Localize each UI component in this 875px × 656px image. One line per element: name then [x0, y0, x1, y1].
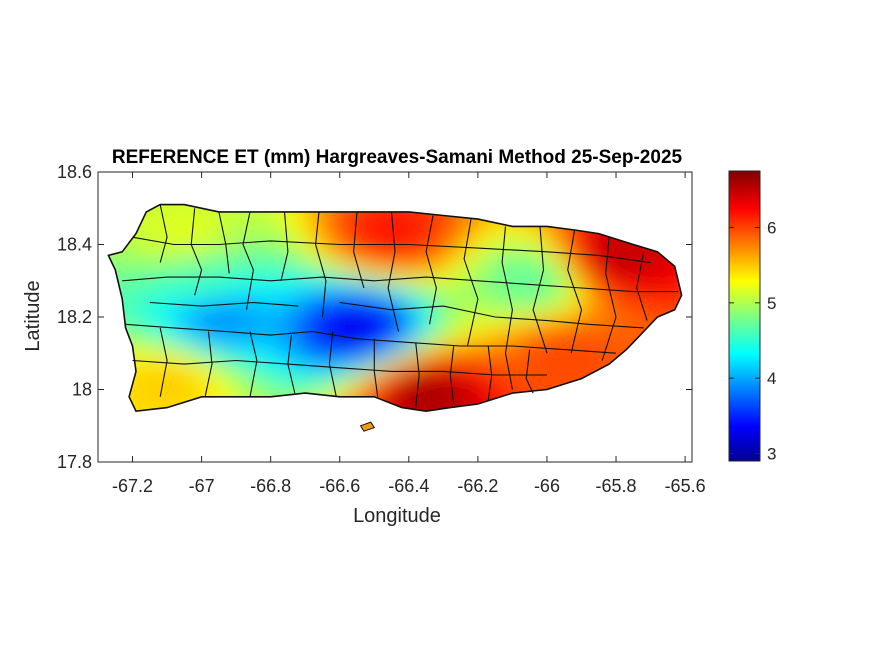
- municipality-border: [415, 342, 420, 408]
- y-tick-label: 18.6: [57, 162, 92, 182]
- x-tick-label: -65.6: [665, 476, 706, 496]
- y-tick-label: 18.4: [57, 235, 92, 255]
- municipality-border: [132, 236, 651, 264]
- municipality-border: [132, 359, 547, 376]
- y-tick-label: 17.8: [57, 452, 92, 472]
- municipality-border: [249, 331, 258, 397]
- x-tick-label: -65.8: [596, 476, 637, 496]
- municipality-border: [159, 204, 168, 263]
- colorbar-ticks: 3 4 5 6: [729, 218, 776, 463]
- municipality-border: [122, 276, 679, 293]
- municipality-border: [328, 331, 337, 397]
- municipality-border: [425, 215, 437, 325]
- island-outline: [107, 203, 683, 413]
- municipality-border: [190, 208, 203, 296]
- x-tick-label: -66.2: [457, 476, 498, 496]
- municipality-border: [449, 345, 455, 405]
- municipality-border: [567, 229, 583, 354]
- x-tick-label: -67.2: [112, 476, 153, 496]
- caja-de-muertos-island: [359, 421, 376, 432]
- municipality-border: [149, 301, 299, 307]
- municipality-border: [353, 211, 365, 289]
- municipality-border: [501, 226, 513, 390]
- municipality-border: [339, 301, 644, 329]
- y-tick-label: 18.2: [57, 307, 92, 327]
- municipality-border: [125, 323, 617, 354]
- colorbar-tick-label: 6: [767, 218, 776, 237]
- municipality-border: [159, 327, 168, 397]
- y-tick-label: 18: [72, 380, 92, 400]
- x-tick-label: -66: [534, 476, 560, 496]
- x-axis-ticks: -67.2 -67 -66.8 -66.6 -66.4 -66.2 -66 -65.8 -65.…: [112, 172, 706, 496]
- municipality-border: [315, 211, 327, 318]
- colorbar-tick-label: 4: [767, 369, 776, 388]
- colorbar: [728, 170, 761, 462]
- chart-title: REFERENCE ET (mm) Hargreaves-Samani Meth…: [112, 147, 683, 168]
- municipality-border: [204, 331, 213, 397]
- municipality-border: [601, 237, 617, 361]
- municipality-border: [242, 211, 254, 310]
- municipality-border: [487, 345, 493, 401]
- x-tick-label: -67: [189, 476, 215, 496]
- y-axis-label: Latitude: [22, 280, 44, 351]
- x-tick-label: -66.8: [250, 476, 291, 496]
- municipality-border: [287, 335, 296, 394]
- municipality-border: [280, 211, 289, 281]
- municipality-borders: [122, 204, 679, 408]
- municipality-border: [373, 338, 379, 397]
- colorbar-tick-label: 3: [767, 444, 776, 463]
- x-tick-label: -66.6: [319, 476, 360, 496]
- x-tick-label: -66.4: [388, 476, 429, 496]
- x-axis-label: Longitude: [353, 505, 441, 527]
- municipality-border: [525, 349, 534, 394]
- y-axis-ticks: 17.8 18 18.2 18.4 18.6: [57, 162, 692, 472]
- municipality-border: [463, 219, 479, 347]
- municipality-border: [532, 226, 548, 354]
- municipality-border: [636, 251, 648, 321]
- colorbar-tick-label: 5: [767, 294, 776, 313]
